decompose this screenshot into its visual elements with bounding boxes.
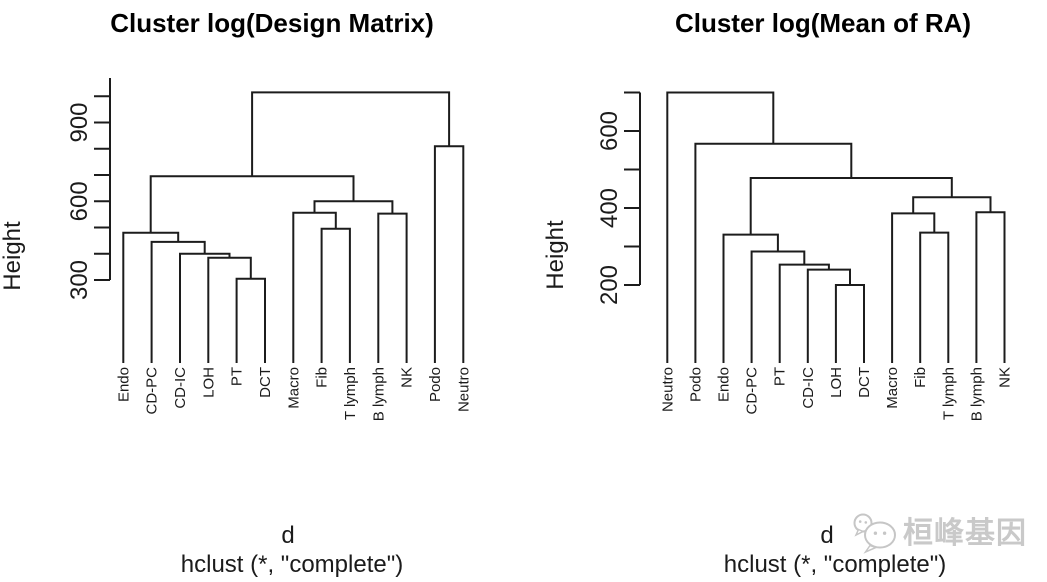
leaf-label: B lymph	[370, 367, 387, 421]
leaf-label: PT	[229, 367, 246, 386]
chart-title-design-matrix: Cluster log(Design Matrix)	[110, 8, 434, 38]
y-axis: 200 400 600	[596, 91, 641, 305]
dendrogram-lines	[666, 91, 1006, 363]
watermark: 桓峰基因	[852, 512, 1027, 556]
dendrogram-design-matrix: 300 600 900 Endo CD-PC CD-IC LOH PT DCT Macro Fib T…	[66, 78, 472, 421]
leaf-label: T lymph	[342, 367, 359, 420]
leaf-label: DCT	[257, 367, 274, 398]
wechat-icon	[853, 513, 896, 554]
leaf-label: Endo	[115, 367, 132, 402]
leaf-label: Neutro	[455, 367, 472, 412]
y-axis-label-right: Height	[542, 220, 569, 290]
y-axis-tick-label: 900	[66, 102, 93, 142]
leaf-labels: Endo CD-PC CD-IC LOH PT DCT Macro Fib T lymph B l…	[115, 367, 472, 421]
leaf-label: CD-IC	[172, 367, 189, 409]
leaf-label: LOH	[828, 367, 845, 398]
leaf-label: Podo	[687, 367, 704, 402]
leaf-label: LOH	[200, 367, 217, 398]
leaf-label: B lymph	[968, 367, 985, 421]
dendrogram-mean-of-ra: 200 400 600 Neutro Podo Endo CD-PC PT CD-IC LOH DC…	[596, 91, 1014, 421]
y-axis-tick-label: 200	[596, 265, 623, 305]
dendrogram-lines	[122, 91, 465, 363]
watermark-text: 桓峰基因	[903, 517, 1027, 550]
leaf-label: CD-PC	[744, 367, 761, 415]
chart-title-mean-of-ra: Cluster log(Mean of RA)	[674, 8, 972, 38]
leaf-label: Fib	[314, 367, 331, 388]
leaf-label: PT	[772, 367, 789, 386]
leaf-labels: Neutro Podo Endo CD-PC PT CD-IC LOH DCT Macro Fib…	[659, 367, 1013, 421]
leaf-label: Fib	[912, 367, 929, 388]
leaf-label: Macro	[884, 367, 901, 409]
leaf-label: CD-PC	[144, 367, 161, 415]
leaf-label: Neutro	[659, 367, 676, 412]
leaf-label: CD-IC	[800, 367, 817, 409]
y-axis-tick-label: 400	[596, 188, 623, 228]
y-axis-tick-label: 600	[66, 181, 93, 221]
leaf-label: NK	[399, 367, 416, 388]
leaf-label: Endo	[716, 367, 733, 402]
x-label-d-left: d	[281, 522, 295, 549]
leaf-label: Podo	[427, 367, 444, 402]
leaf-label: NK	[997, 367, 1014, 388]
leaf-label: T lymph	[940, 367, 957, 420]
leaf-label: DCT	[856, 367, 873, 398]
y-axis: 300 600 900	[66, 78, 111, 300]
leaf-label: Macro	[285, 367, 302, 409]
caption-hclust-left: hclust (*, "complete")	[180, 551, 404, 578]
y-axis-label-left: Height	[0, 221, 26, 291]
x-label-d-right: d	[820, 522, 834, 549]
y-axis-tick-label: 300	[66, 260, 93, 300]
y-axis-tick-label: 600	[596, 111, 623, 151]
caption-hclust-right: hclust (*, "complete")	[723, 551, 947, 578]
